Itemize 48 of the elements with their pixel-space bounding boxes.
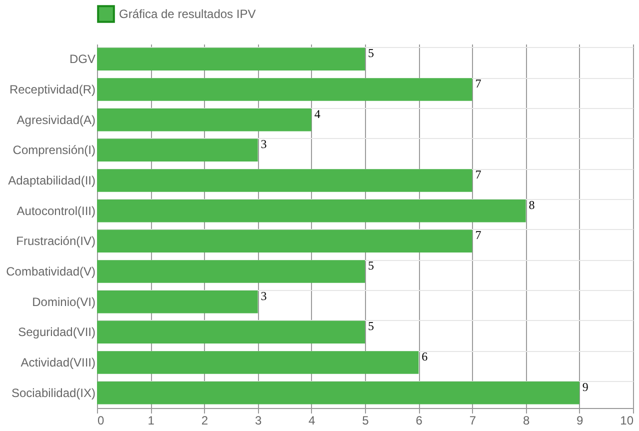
bar [97, 351, 419, 374]
x-tick-label: 7 [469, 414, 476, 428]
bar [97, 199, 526, 222]
bar [97, 381, 580, 404]
x-tick-label: 9 [576, 414, 584, 428]
x-tick-label: 4 [308, 414, 316, 428]
data-label: 5 [368, 258, 374, 272]
data-label: 9 [582, 380, 588, 394]
x-tick-label: 5 [362, 414, 370, 428]
bar [97, 230, 472, 253]
x-tick-label: 10 [620, 414, 634, 428]
data-label: 5 [368, 319, 374, 334]
legend-label: Gráfica de resultados IPV [119, 7, 256, 21]
bar [97, 320, 365, 344]
data-label: 3 [260, 288, 267, 303]
data-label: 7 [475, 168, 482, 182]
x-tick-label: 3 [254, 414, 262, 428]
bar [97, 169, 472, 192]
data-label: 4 [314, 106, 320, 121]
y-tick-label: Combatividad(V) [6, 264, 96, 278]
y-tick-label: Actividad(VIII) [20, 356, 96, 370]
x-tick-label: 8 [522, 414, 530, 428]
x-tick-label: 6 [416, 414, 423, 428]
y-tick-label: Comprensión(I) [12, 143, 96, 158]
bar [97, 108, 312, 132]
bar [97, 48, 365, 71]
y-tick-label: DGV [69, 52, 96, 66]
bar [97, 260, 365, 283]
data-label: 6 [422, 350, 428, 364]
bar [97, 290, 258, 314]
bar [97, 78, 472, 101]
data-label: 8 [528, 198, 535, 212]
data-label: 7 [475, 76, 482, 90]
y-tick-label: Seguridad(VII) [18, 325, 96, 340]
data-label: 3 [260, 137, 267, 152]
x-tick-label: 2 [201, 414, 208, 428]
bar [97, 138, 258, 162]
y-tick-label: Agresividad(A) [16, 112, 96, 127]
x-tick-label: 1 [148, 414, 155, 428]
data-label: 5 [368, 46, 374, 60]
y-tick-label: Dominio(VI) [32, 294, 96, 309]
data-label: 7 [475, 228, 482, 242]
y-tick-label: Sociabilidad(IX) [11, 386, 96, 400]
x-tick-label: 0 [98, 414, 104, 428]
y-tick-label: Frustración(IV) [16, 234, 96, 248]
y-tick-label: Receptividad(R) [9, 82, 96, 96]
y-tick-label: Adaptabilidad(II) [8, 174, 96, 188]
y-tick-label: Autocontrol(III) [16, 204, 96, 218]
